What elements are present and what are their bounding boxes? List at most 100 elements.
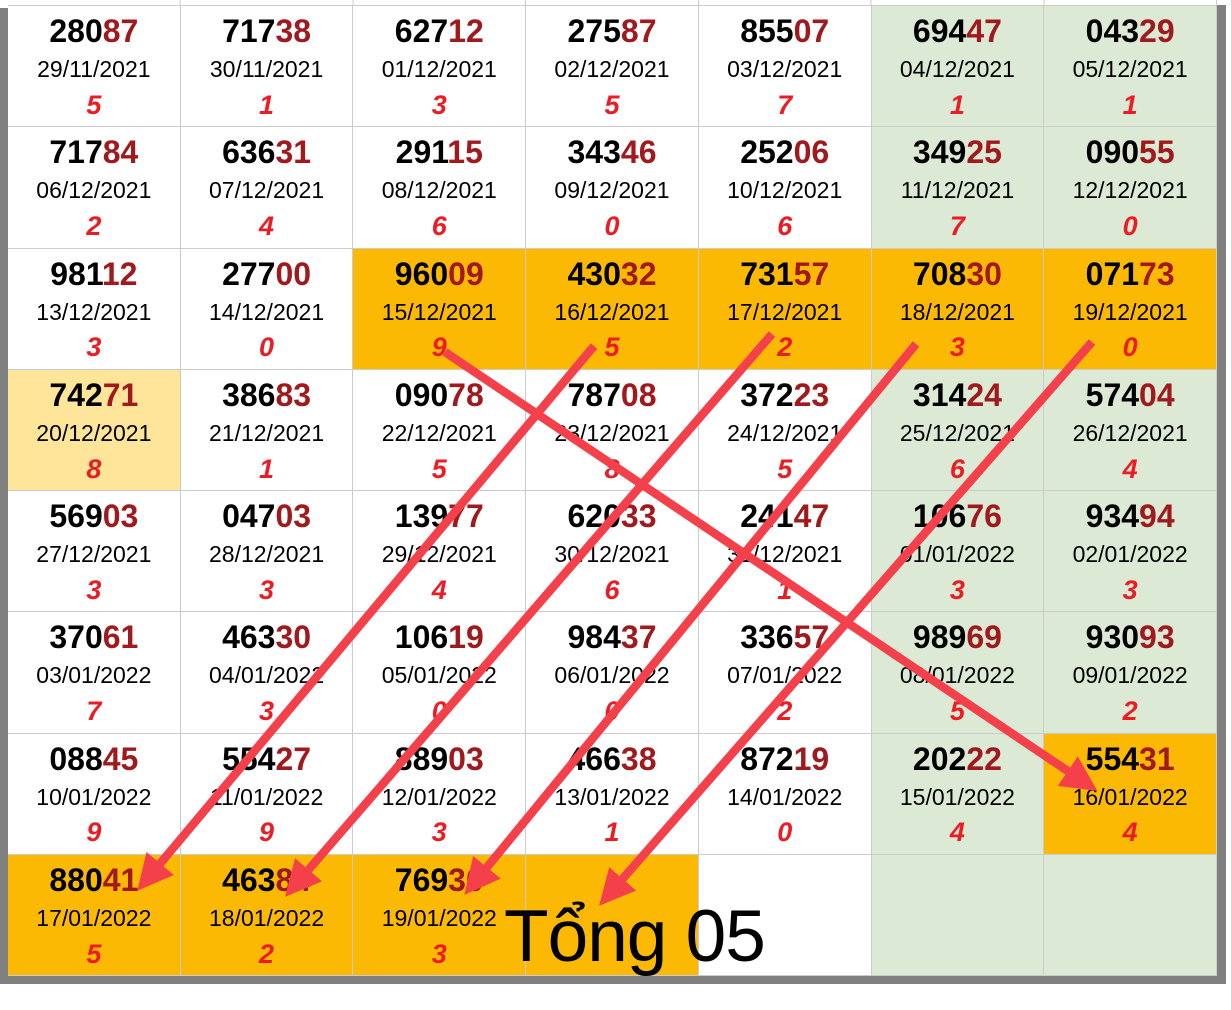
- result-cell[interactable]: 71784 06/12/2021 2: [8, 127, 181, 249]
- result-number: 46638: [568, 742, 657, 777]
- result-date: 30/12/2021: [554, 541, 670, 568]
- number-suffix: 57: [793, 255, 830, 292]
- result-cell[interactable]: 20222 15/01/2022 4: [871, 733, 1045, 855]
- result-cell[interactable]: 46384 18/01/2022 2: [180, 854, 354, 976]
- sum-digit: 2: [259, 938, 275, 969]
- result-cell[interactable]: 74271 20/12/2021 8: [8, 369, 181, 491]
- number-prefix: 787: [567, 376, 621, 413]
- result-cell[interactable]: 57404 26/12/2021 4: [1044, 369, 1217, 491]
- result-date: 10/12/2021: [727, 177, 843, 204]
- result-cell[interactable]: 04703 28/12/2021 3: [180, 491, 354, 613]
- number-prefix: 090: [394, 376, 449, 413]
- result-number: 33657: [740, 620, 829, 655]
- number-suffix: 73: [1139, 255, 1175, 292]
- result-cell[interactable]: 76930 19/01/2022 3: [353, 854, 527, 976]
- result-date: 08/12/2021: [381, 177, 497, 204]
- result-cell[interactable]: 10619 05/01/2022 0: [353, 612, 527, 734]
- result-cell[interactable]: 37061 03/01/2022 7: [8, 612, 181, 734]
- result-date: 18/01/2022: [209, 904, 325, 931]
- result-cell[interactable]: 10676 01/01/2022 3: [871, 491, 1045, 613]
- result-cell[interactable]: 63631 07/12/2021 4: [180, 127, 354, 249]
- sum-digit: 0: [1122, 211, 1138, 242]
- result-cell[interactable]: 27587 02/12/2021 5: [526, 6, 699, 128]
- result-cell[interactable]: 96009 15/12/2021 9: [353, 248, 527, 370]
- number-suffix: 78: [448, 376, 484, 413]
- sum-digit: 9: [86, 817, 102, 848]
- result-cell[interactable]: 93494 02/01/2022 3: [1044, 491, 1217, 613]
- result-date: 06/01/2022: [554, 662, 670, 689]
- result-cell[interactable]: 34346 09/12/2021 0: [526, 127, 699, 249]
- sum-digit: 1: [604, 817, 620, 848]
- result-cell[interactable]: 73157 17/12/2021 2: [698, 248, 872, 370]
- result-number: 62033: [568, 499, 657, 534]
- result-number: 27587: [568, 14, 657, 49]
- result-date: 03/01/2022: [36, 662, 152, 689]
- result-date: 17/01/2022: [36, 904, 152, 931]
- sum-digit: 0: [1122, 332, 1138, 363]
- number-prefix: 386: [222, 376, 276, 413]
- result-cell[interactable]: 98112 13/12/2021 3: [8, 248, 181, 370]
- result-cell[interactable]: [1044, 854, 1217, 976]
- number-suffix: 23: [793, 376, 830, 413]
- sum-digit: 0: [259, 332, 275, 363]
- result-cell[interactable]: 71738 30/11/2021 1: [180, 6, 354, 128]
- number-prefix: 241: [740, 498, 794, 534]
- number-suffix: 00: [275, 255, 312, 292]
- result-cell[interactable]: 69447 04/12/2021 1: [871, 6, 1045, 128]
- result-cell[interactable]: [871, 854, 1045, 976]
- result-cell[interactable]: 98969 08/01/2022 5: [871, 612, 1045, 734]
- result-cell[interactable]: 34925 11/12/2021 7: [871, 127, 1045, 249]
- number-suffix: 29: [1139, 13, 1175, 49]
- result-date: 29/12/2021: [381, 541, 497, 568]
- result-date: 10/01/2022: [36, 783, 152, 810]
- result-date: 01/12/2021: [381, 56, 497, 83]
- result-cell[interactable]: 04329 05/12/2021 1: [1044, 6, 1217, 128]
- result-cell[interactable]: 56903 27/12/2021 3: [8, 491, 181, 613]
- sum-digit: 7: [86, 696, 102, 727]
- number-prefix: 071: [1085, 255, 1140, 292]
- number-suffix: 83: [275, 376, 312, 413]
- result-cell[interactable]: 62712 01/12/2021 3: [353, 6, 527, 128]
- number-suffix: 32: [620, 255, 657, 292]
- result-cell[interactable]: 24147 31/12/2021 1: [698, 491, 872, 613]
- result-cell[interactable]: 88041 17/01/2022 5: [8, 854, 181, 976]
- result-cell[interactable]: 98437 06/01/2022 0: [526, 612, 699, 734]
- result-cell[interactable]: 09055 12/12/2021 0: [1044, 127, 1217, 249]
- result-cell[interactable]: 62033 30/12/2021 6: [526, 491, 699, 613]
- result-cell[interactable]: 85507 03/12/2021 7: [698, 6, 872, 128]
- result-cell[interactable]: 46330 04/01/2022 3: [180, 612, 354, 734]
- result-cell[interactable]: 78708 23/12/2021 8: [526, 369, 699, 491]
- result-cell[interactable]: 25206 10/12/2021 6: [698, 127, 872, 249]
- result-cell[interactable]: 07173 19/12/2021 0: [1044, 248, 1217, 370]
- number-prefix: 090: [1085, 134, 1140, 171]
- result-cell[interactable]: 09078 22/12/2021 5: [353, 369, 527, 491]
- result-cell[interactable]: 93093 09/01/2022 2: [1044, 612, 1217, 734]
- result-cell[interactable]: 27700 14/12/2021 0: [180, 248, 354, 370]
- result-cell[interactable]: 70830 18/12/2021 3: [871, 248, 1045, 370]
- sum-digit: 6: [949, 453, 965, 484]
- result-cell[interactable]: 13977 29/12/2021 4: [353, 491, 527, 613]
- result-cell[interactable]: 88903 12/01/2022 3: [353, 733, 527, 855]
- number-suffix: 69: [966, 619, 1002, 656]
- result-cell[interactable]: 46638 13/01/2022 1: [526, 733, 699, 855]
- result-cell[interactable]: 08845 10/01/2022 9: [8, 733, 181, 855]
- number-suffix: 71: [102, 376, 139, 413]
- number-prefix: 717: [49, 134, 103, 171]
- result-cell[interactable]: 33657 07/01/2022 2: [698, 612, 872, 734]
- number-prefix: 930: [1085, 619, 1140, 656]
- result-cell[interactable]: 38683 21/12/2021 1: [180, 369, 354, 491]
- number-prefix: 463: [222, 861, 276, 898]
- result-cell[interactable]: 43032 16/12/2021 5: [526, 248, 699, 370]
- result-cell[interactable]: 37223 24/12/2021 5: [698, 369, 872, 491]
- result-cell[interactable]: 31424 25/12/2021 6: [871, 369, 1045, 491]
- result-date: 21/12/2021: [209, 419, 325, 446]
- result-cell[interactable]: 55427 11/01/2022 9: [180, 733, 354, 855]
- result-cell[interactable]: 55431 16/01/2022 4: [1044, 733, 1217, 855]
- result-cell[interactable]: 29115 08/12/2021 6: [353, 127, 527, 249]
- result-cell[interactable]: 28087 29/11/2021 5: [8, 6, 181, 128]
- number-suffix: 84: [102, 134, 139, 171]
- result-cell[interactable]: 87219 14/01/2022 0: [698, 733, 872, 855]
- results-grid: 28087 29/11/2021 5 71738 30/11/2021 1 62…: [8, 5, 1217, 976]
- number-prefix: 889: [394, 740, 449, 777]
